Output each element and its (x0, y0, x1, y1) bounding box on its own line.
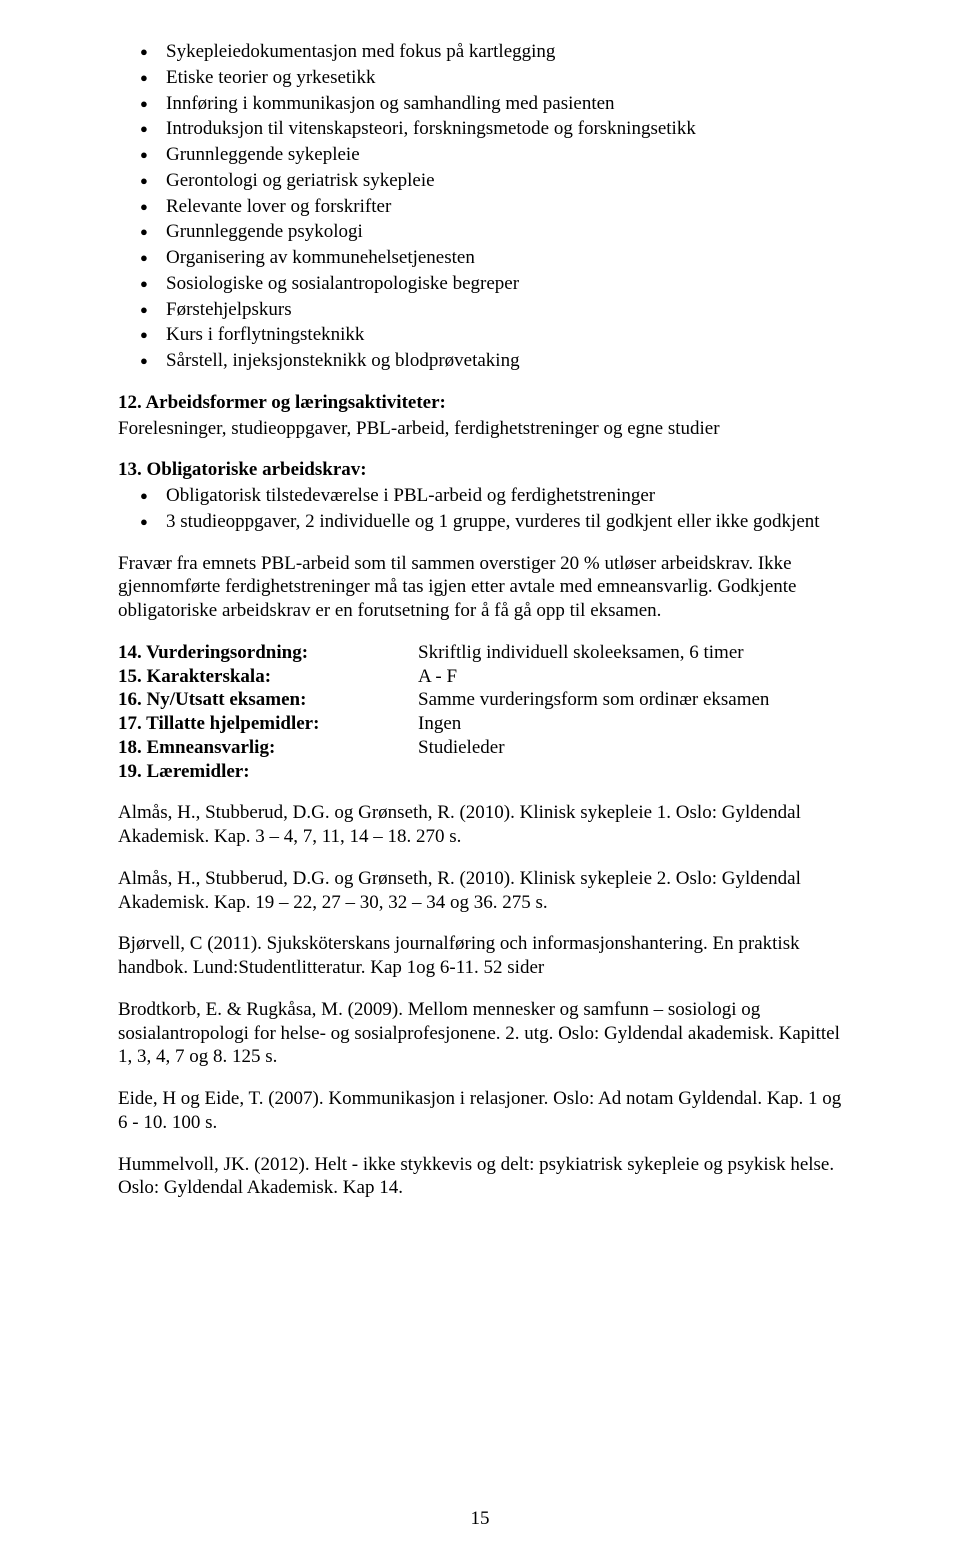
list-item: Sykepleiedokumentasjon med fokus på kart… (118, 40, 842, 64)
list-item: Relevante lover og forskrifter (118, 195, 842, 219)
definition-row: 15. Karakterskala: A - F (118, 665, 842, 689)
definition-row: 17. Tillatte hjelpemidler: Ingen (118, 712, 842, 736)
reference: Brodtkorb, E. & Rugkåsa, M. (2009). Mell… (118, 998, 842, 1069)
list-item-text: Etiske teorier og yrkesetikk (166, 67, 375, 88)
document-page: Sykepleiedokumentasjon med fokus på kart… (0, 0, 960, 1551)
definition-row: 19. Læremidler: (118, 760, 842, 784)
list-item-text: Sårstell, injeksjonsteknikk og blodprøve… (166, 350, 520, 371)
list-item: Sårstell, injeksjonsteknikk og blodprøve… (118, 349, 842, 373)
list-item-text: Organisering av kommunehelsetjenesten (166, 247, 475, 268)
list-item-text: Kurs i forflytningsteknikk (166, 324, 364, 345)
list-item-text: 3 studieoppgaver, 2 individuelle og 1 gr… (166, 511, 820, 532)
list-item: 3 studieoppgaver, 2 individuelle og 1 gr… (118, 510, 842, 534)
definition-label: 15. Karakterskala: (118, 665, 418, 689)
list-item: Førstehjelpskurs (118, 298, 842, 322)
list-item-text: Gerontologi og geriatrisk sykepleie (166, 170, 435, 191)
list-item: Gerontologi og geriatrisk sykepleie (118, 169, 842, 193)
section-12: 12. Arbeidsformer og læringsaktiviteter:… (118, 391, 842, 441)
reference: Hummelvoll, JK. (2012). Helt - ikke styk… (118, 1153, 842, 1201)
list-item: Grunnleggende psykologi (118, 220, 842, 244)
list-item: Organisering av kommunehelsetjenesten (118, 246, 842, 270)
list-item-text: Sykepleiedokumentasjon med fokus på kart… (166, 41, 555, 62)
list-item-text: Grunnleggende sykepleie (166, 144, 360, 165)
definition-value: Skriftlig individuell skoleeksamen, 6 ti… (418, 641, 842, 665)
definition-label: 18. Emneansvarlig: (118, 736, 418, 760)
topic-list: Sykepleiedokumentasjon med fokus på kart… (118, 40, 842, 373)
reference: Almås, H., Stubberud, D.G. og Grønseth, … (118, 801, 842, 849)
list-item-text: Sosiologiske og sosialantropologiske beg… (166, 273, 519, 294)
paragraph-fravaer: Fravær fra emnets PBL-arbeid som til sam… (118, 552, 842, 623)
section-13: 13. Obligatoriske arbeidskrav: Obligator… (118, 458, 842, 533)
list-item: Obligatorisk tilstedeværelse i PBL-arbei… (118, 484, 842, 508)
list-item-text: Innføring i kommunikasjon og samhandling… (166, 93, 615, 114)
definition-row: 16. Ny/Utsatt eksamen: Samme vurderingsf… (118, 688, 842, 712)
list-item-text: Grunnleggende psykologi (166, 221, 363, 242)
list-item-text: Relevante lover og forskrifter (166, 196, 391, 217)
definition-list: 14. Vurderingsordning: Skriftlig individ… (118, 641, 842, 784)
reference: Eide, H og Eide, T. (2007). Kommunikasjo… (118, 1087, 842, 1135)
definition-label: 14. Vurderingsordning: (118, 641, 418, 665)
list-item-text: Førstehjelpskurs (166, 299, 292, 320)
definition-label: 17. Tillatte hjelpemidler: (118, 712, 418, 736)
definition-row: 14. Vurderingsordning: Skriftlig individ… (118, 641, 842, 665)
section-13-heading: 13. Obligatoriske arbeidskrav: (118, 458, 842, 482)
definition-value: Samme vurderingsform som ordinær eksamen (418, 688, 842, 712)
page-number: 15 (0, 1507, 960, 1531)
reference: Almås, H., Stubberud, D.G. og Grønseth, … (118, 867, 842, 915)
list-item: Introduksjon til vitenskapsteori, forskn… (118, 117, 842, 141)
section-13-list: Obligatorisk tilstedeværelse i PBL-arbei… (118, 484, 842, 534)
definition-label: 16. Ny/Utsatt eksamen: (118, 688, 418, 712)
list-item-text: Introduksjon til vitenskapsteori, forskn… (166, 118, 696, 139)
reference: Bjørvell, C (2011). Sjuksköterskans jour… (118, 932, 842, 980)
list-item: Kurs i forflytningsteknikk (118, 323, 842, 347)
definition-value: A - F (418, 665, 842, 689)
definition-value: Studieleder (418, 736, 842, 760)
list-item: Etiske teorier og yrkesetikk (118, 66, 842, 90)
definition-row: 18. Emneansvarlig: Studieleder (118, 736, 842, 760)
definition-value: Ingen (418, 712, 842, 736)
section-12-heading: 12. Arbeidsformer og læringsaktiviteter: (118, 391, 842, 415)
list-item-text: Obligatorisk tilstedeværelse i PBL-arbei… (166, 485, 655, 506)
list-item: Grunnleggende sykepleie (118, 143, 842, 167)
definition-label: 19. Læremidler: (118, 760, 418, 784)
list-item: Innføring i kommunikasjon og samhandling… (118, 92, 842, 116)
list-item: Sosiologiske og sosialantropologiske beg… (118, 272, 842, 296)
section-12-text: Forelesninger, studieoppgaver, PBL-arbei… (118, 417, 842, 441)
definition-value (418, 760, 842, 784)
